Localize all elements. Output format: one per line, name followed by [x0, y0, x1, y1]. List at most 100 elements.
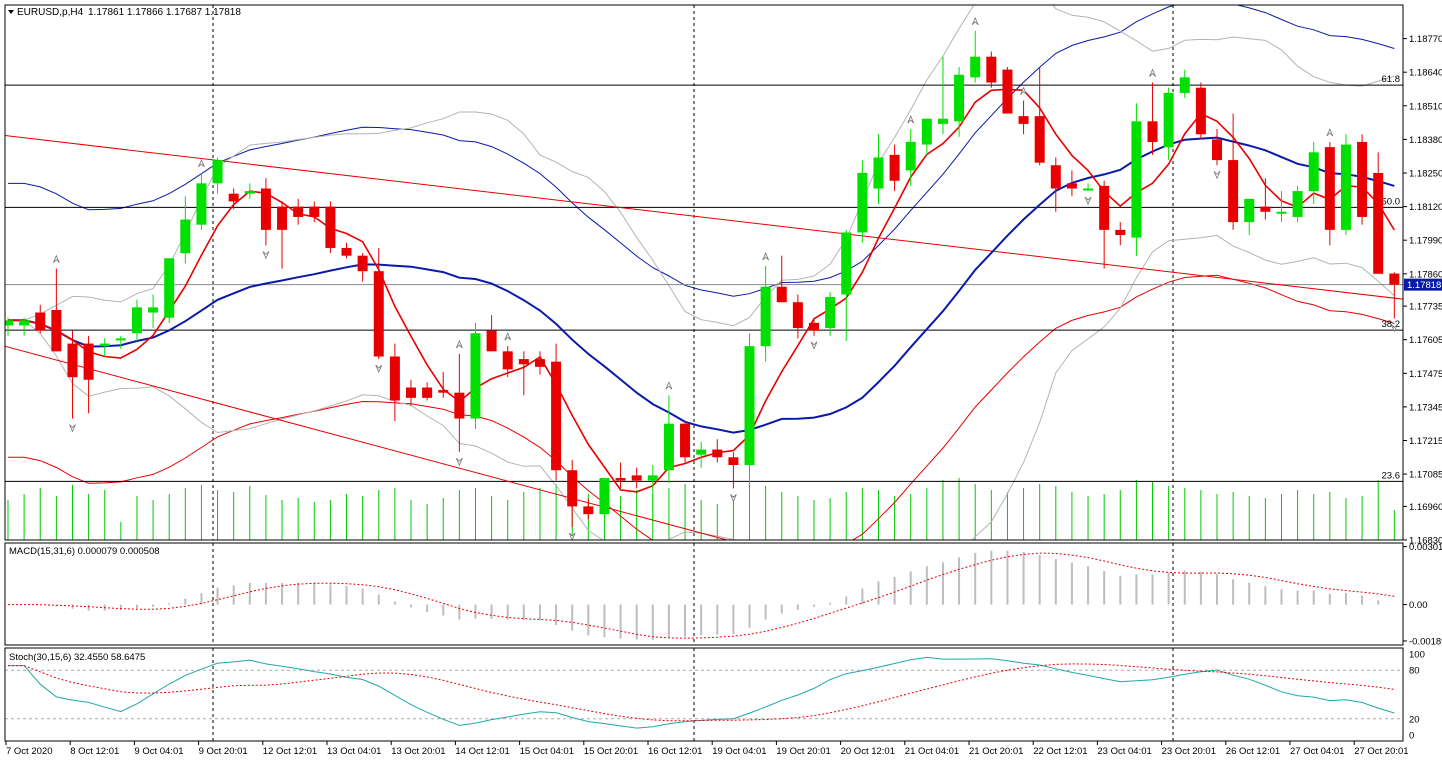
- candle[interactable]: [970, 30, 981, 83]
- macd-panel[interactable]: [4, 542, 1404, 646]
- candle[interactable]: [1389, 272, 1400, 319]
- candle[interactable]: [760, 266, 771, 362]
- candle[interactable]: [905, 129, 916, 186]
- candle[interactable]: [921, 118, 932, 155]
- stoch-panel[interactable]: [4, 647, 1404, 742]
- candle[interactable]: [1179, 69, 1190, 99]
- candle[interactable]: [1050, 157, 1061, 212]
- candle[interactable]: [1034, 67, 1045, 166]
- candle[interactable]: [1340, 134, 1351, 236]
- candle[interactable]: [680, 421, 691, 463]
- candle[interactable]: [1276, 191, 1287, 223]
- candle[interactable]: [131, 299, 142, 341]
- candle[interactable]: [615, 462, 626, 489]
- candle[interactable]: [728, 452, 739, 489]
- candle[interactable]: [809, 317, 819, 336]
- candle[interactable]: [212, 157, 223, 194]
- candle-body: [5, 320, 13, 326]
- candle[interactable]: [1083, 183, 1094, 192]
- candle[interactable]: [180, 196, 191, 264]
- collapse-triangle-icon[interactable]: [8, 10, 14, 14]
- candle[interactable]: [148, 294, 159, 329]
- candle[interactable]: [373, 247, 384, 360]
- candle[interactable]: [567, 459, 578, 528]
- price-panel[interactable]: [4, 4, 1404, 541]
- candle[interactable]: [841, 229, 852, 341]
- candle[interactable]: [19, 317, 30, 336]
- candle[interactable]: [1308, 141, 1319, 205]
- candle[interactable]: [889, 144, 900, 192]
- candle[interactable]: [422, 382, 433, 401]
- candle[interactable]: [776, 255, 787, 303]
- candle[interactable]: [164, 258, 175, 323]
- candle[interactable]: [454, 353, 465, 453]
- candle[interactable]: [551, 343, 562, 481]
- candle[interactable]: [1066, 170, 1077, 197]
- candle[interactable]: [341, 242, 352, 259]
- candle[interactable]: [857, 160, 868, 243]
- candle[interactable]: [260, 178, 271, 246]
- candle-body: [341, 247, 352, 256]
- candle[interactable]: [3, 317, 13, 336]
- candle[interactable]: [115, 335, 126, 349]
- candle[interactable]: [196, 172, 207, 230]
- candle[interactable]: [583, 498, 594, 520]
- candle[interactable]: [1099, 180, 1110, 269]
- candle[interactable]: [293, 198, 304, 225]
- candle[interactable]: [663, 395, 674, 484]
- candle[interactable]: [534, 351, 545, 375]
- candle[interactable]: [1002, 67, 1013, 114]
- candle-body: [1034, 116, 1045, 163]
- candle[interactable]: [470, 322, 481, 429]
- candle[interactable]: [438, 372, 449, 398]
- candle[interactable]: [696, 441, 707, 468]
- candle[interactable]: [518, 351, 529, 396]
- candle[interactable]: [99, 338, 110, 357]
- candle[interactable]: [83, 335, 94, 414]
- candle[interactable]: [744, 333, 755, 486]
- candle[interactable]: [1212, 129, 1222, 166]
- candle[interactable]: [1131, 103, 1142, 256]
- candle[interactable]: [357, 253, 368, 282]
- candle[interactable]: [1228, 113, 1239, 230]
- candle[interactable]: [51, 268, 62, 352]
- candle[interactable]: [486, 315, 497, 352]
- fibonacci-level-label: 50.0: [1382, 196, 1401, 207]
- x-tick-label: 14 Oct 12:01: [455, 746, 509, 757]
- candle[interactable]: [1244, 198, 1255, 236]
- candle[interactable]: [1163, 87, 1174, 161]
- candle[interactable]: [954, 67, 965, 137]
- candle[interactable]: [712, 439, 723, 463]
- candle[interactable]: [647, 465, 658, 522]
- candle-body: [19, 320, 30, 326]
- candle[interactable]: [244, 183, 255, 199]
- candle[interactable]: [1018, 100, 1029, 135]
- candle[interactable]: [309, 201, 320, 223]
- candle[interactable]: [389, 343, 400, 422]
- candle[interactable]: [631, 467, 642, 489]
- candle[interactable]: [1260, 178, 1271, 220]
- candle[interactable]: [986, 51, 997, 88]
- candle[interactable]: [1357, 134, 1368, 225]
- candle[interactable]: [825, 291, 836, 336]
- candle[interactable]: [937, 56, 948, 135]
- candle[interactable]: [1373, 152, 1384, 274]
- candle[interactable]: [325, 201, 336, 254]
- upper-trend-line[interactable]: [5, 135, 1407, 300]
- candle[interactable]: [1324, 141, 1335, 246]
- candle[interactable]: [406, 379, 416, 406]
- candle[interactable]: [1147, 82, 1158, 155]
- candle[interactable]: [67, 330, 78, 419]
- candle[interactable]: [1292, 185, 1303, 223]
- candle[interactable]: [1115, 222, 1126, 246]
- candle[interactable]: [792, 294, 803, 339]
- candle[interactable]: [277, 201, 288, 269]
- candle[interactable]: [502, 346, 513, 378]
- candle[interactable]: [35, 304, 46, 334]
- candle[interactable]: [228, 188, 239, 210]
- fractal-down-icon: [568, 532, 576, 540]
- candle[interactable]: [1195, 82, 1206, 140]
- candle[interactable]: [873, 134, 884, 205]
- candle[interactable]: [599, 477, 610, 522]
